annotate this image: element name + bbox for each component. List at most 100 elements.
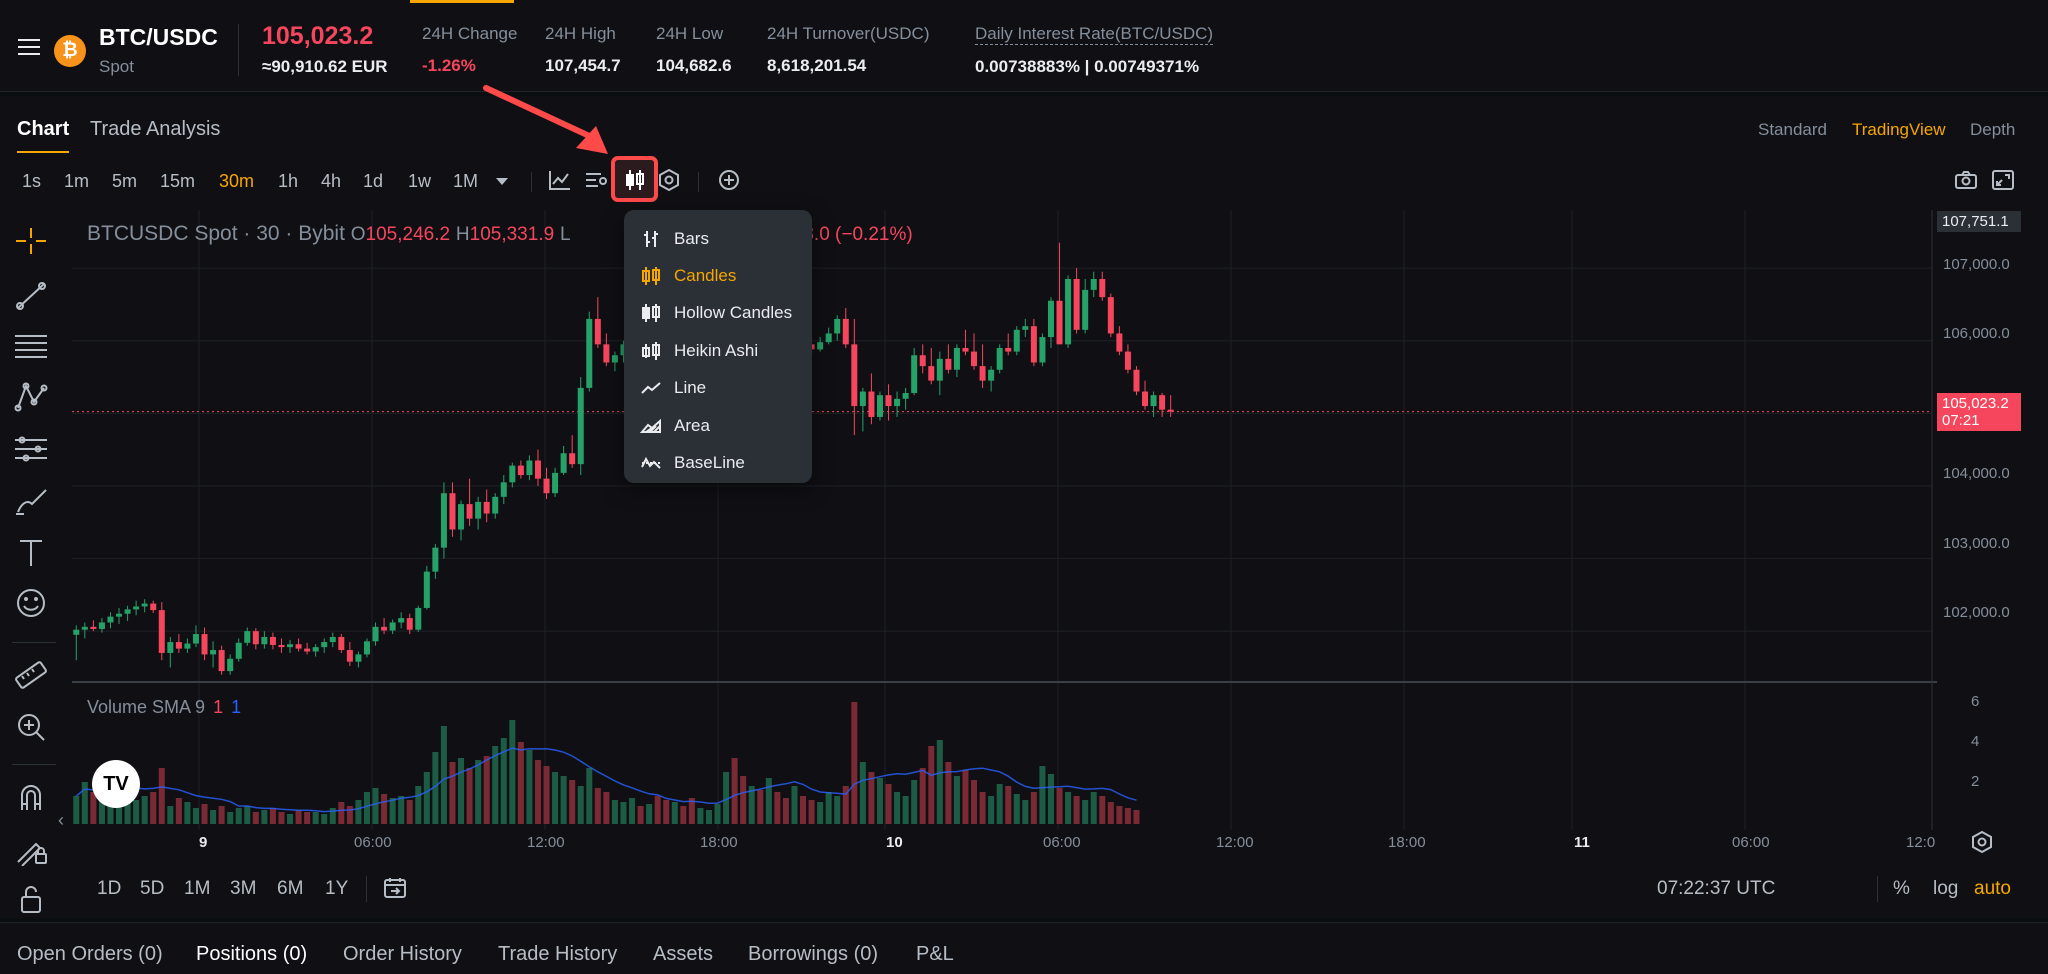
bitcoin-icon: ₿ (54, 35, 86, 67)
tradingview-logo[interactable]: TV (92, 760, 140, 808)
tab-open-orders[interactable]: Open Orders (0) (17, 943, 163, 965)
pattern-tool-icon[interactable] (12, 380, 50, 414)
timeframe-1m[interactable]: 1m (64, 171, 90, 191)
stat-value: 104,682.6 (656, 56, 732, 75)
candle-body (107, 616, 114, 623)
volume-bar (150, 792, 157, 824)
stat-value: -1.26% (422, 56, 476, 75)
projection-tool-icon[interactable] (12, 432, 50, 466)
brush-icon[interactable] (12, 484, 50, 518)
menu-item-heikin-ashi[interactable]: Heikin Ashi (624, 332, 812, 369)
ruler-icon[interactable] (12, 658, 50, 692)
camera-icon[interactable] (1953, 168, 1979, 192)
view-standard[interactable]: Standard (1758, 120, 1827, 139)
volume-bar (1056, 788, 1063, 824)
tab-order-history[interactable]: Order History (343, 943, 462, 965)
candle-body (526, 460, 533, 476)
chart-settings-gear-icon[interactable] (1969, 830, 1995, 854)
volume-bar (517, 742, 524, 824)
volume-bar (73, 796, 80, 824)
range-5d[interactable]: 5D (140, 878, 165, 899)
menu-item-hollow-candles[interactable]: Hollow Candles (624, 295, 812, 332)
indicators-icon[interactable] (547, 168, 573, 192)
chart-type-button-highlight[interactable] (611, 156, 658, 202)
timeframe-1s[interactable]: 1s (22, 171, 42, 191)
view-tradingview[interactable]: TradingView (1852, 120, 1946, 139)
view-depth[interactable]: Depth (1970, 120, 2016, 139)
pair-name[interactable]: BTC/USDC (99, 24, 218, 50)
tab-assets[interactable]: Assets (653, 943, 714, 965)
templates-icon[interactable] (583, 168, 609, 192)
current-price-value: 105,023.2 (1942, 395, 2009, 412)
collapse-toolbar-icon[interactable]: ‹ (58, 810, 64, 830)
volume-bar (902, 796, 909, 824)
timeframe-15m[interactable]: 15m (160, 171, 196, 191)
candle-body (329, 636, 336, 643)
tab-borrowings[interactable]: Borrowings (0) (748, 943, 879, 965)
tab-pnl[interactable]: P&L (916, 943, 954, 965)
menu-item-line[interactable]: Line (624, 370, 812, 407)
text-tool-icon[interactable] (12, 536, 50, 570)
candle-body (141, 603, 148, 607)
range-1y[interactable]: 1Y (325, 878, 349, 899)
candle-body (73, 629, 80, 635)
tab-chart[interactable]: Chart (17, 118, 70, 153)
candle-body (235, 642, 242, 659)
calendar-goto-icon[interactable] (382, 876, 408, 900)
candle-body (210, 650, 217, 655)
stat-daily-interest[interactable]: Daily Interest Rate(BTC/USDC) 0.00738883… (975, 24, 1214, 77)
fullscreen-icon[interactable] (1990, 168, 2016, 192)
volume-bar (483, 756, 490, 824)
price-axis-label: 106,000.0 (1943, 325, 2010, 342)
range-3m[interactable]: 3M (230, 878, 257, 899)
menu-item-baseline[interactable]: BaseLine (624, 444, 812, 481)
lock-drawing-icon[interactable] (12, 832, 50, 867)
candles-icon[interactable] (622, 168, 648, 192)
hamburger-menu-icon[interactable] (18, 39, 40, 56)
volume-bar (740, 776, 747, 824)
auto-scale-toggle[interactable]: auto (1974, 878, 2011, 899)
settings-gear-icon[interactable] (656, 168, 682, 192)
timeframe-1w[interactable]: 1w (408, 171, 432, 191)
timeframe-1M[interactable]: 1M (453, 171, 479, 191)
range-6m[interactable]: 6M (277, 878, 304, 899)
percent-scale-toggle[interactable]: % (1893, 878, 1910, 899)
volume-bar (133, 800, 140, 824)
timeframe-1d[interactable]: 1d (363, 171, 384, 191)
stat-label[interactable]: Daily Interest Rate(BTC/USDC) (975, 24, 1214, 45)
volume-bar (876, 778, 883, 824)
log-scale-toggle[interactable]: log (1933, 878, 1959, 899)
chevron-down-icon[interactable] (489, 170, 515, 194)
add-plus-icon[interactable] (716, 168, 742, 192)
menu-item-area[interactable]: Area (624, 407, 812, 444)
tab-positions[interactable]: Positions (0) (196, 943, 308, 965)
range-1m[interactable]: 1M (184, 878, 211, 899)
candlestick-chart[interactable] (72, 210, 1937, 840)
utc-clock[interactable]: 07:22:37 UTC (1657, 878, 1776, 899)
volume-bar (594, 788, 601, 824)
line-chart-icon (640, 378, 662, 398)
menu-item-bars[interactable]: Bars (624, 220, 812, 257)
candle-body (252, 631, 259, 645)
crosshair-icon[interactable] (12, 224, 50, 258)
unlock-icon[interactable] (12, 882, 50, 916)
volume-bar (723, 772, 730, 824)
emoji-icon[interactable] (12, 586, 50, 620)
trend-line-icon[interactable] (12, 278, 50, 312)
menu-item-candles[interactable]: Candles (624, 257, 812, 294)
candle-body (868, 391, 875, 417)
candle-body (287, 644, 294, 648)
stat-value: 8,618,201.54 (767, 56, 867, 75)
tab-trade-history[interactable]: Trade History (498, 943, 618, 965)
horizontal-lines-icon[interactable] (12, 328, 50, 362)
tab-trade-analysis[interactable]: Trade Analysis (90, 118, 221, 140)
timeframe-5m[interactable]: 5m (112, 171, 138, 191)
timeframe-1h[interactable]: 1h (278, 171, 299, 191)
zoom-in-icon[interactable] (12, 710, 50, 744)
volume-bar (192, 808, 199, 824)
timeframe-30m[interactable]: 30m (219, 171, 255, 191)
magnet-icon[interactable] (12, 780, 50, 814)
range-1d[interactable]: 1D (97, 878, 122, 899)
timeframe-4h[interactable]: 4h (321, 171, 342, 191)
candle-body (1167, 409, 1174, 412)
